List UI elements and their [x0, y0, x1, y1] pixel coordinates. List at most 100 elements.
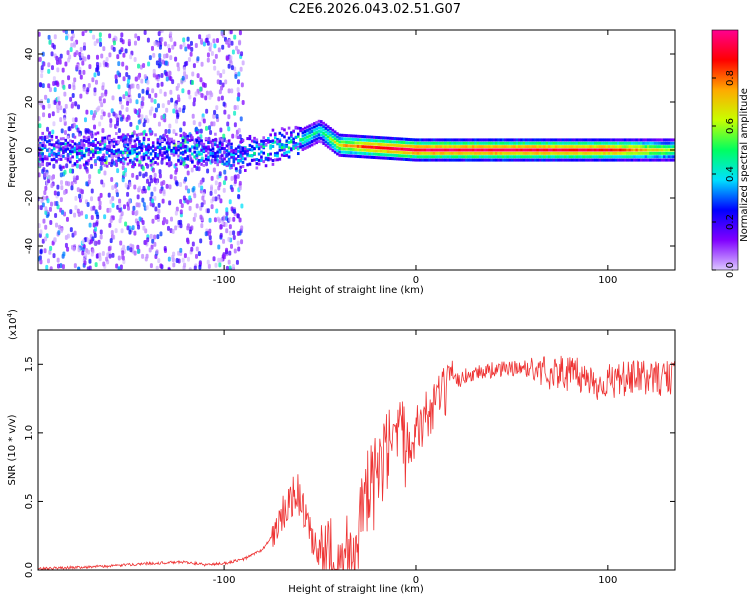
heatmap-cell: [127, 74, 131, 80]
heatmap-cell: [361, 135, 365, 139]
heatmap-cell: [515, 158, 519, 162]
heatmap-cell: [174, 163, 178, 167]
heatmap-cell: [375, 146, 378, 150]
heatmap-cell: [432, 158, 436, 162]
heatmap-cell: [193, 140, 196, 144]
heatmap-cell: [511, 155, 514, 159]
heatmap-cell: [87, 54, 91, 60]
heatmap-cell: [43, 135, 47, 139]
heatmap-cell: [94, 143, 97, 147]
heatmap-cell: [73, 42, 77, 48]
heatmap-cell: [541, 155, 544, 159]
heatmap-cell: [541, 141, 544, 145]
heatmap-cell: [70, 185, 74, 191]
heatmap-cell: [237, 161, 240, 165]
heatmap-cell: [534, 151, 537, 155]
heatmap-cell: [490, 148, 493, 152]
heatmap-cell: [354, 144, 358, 148]
x-tick-label: 0: [413, 275, 419, 286]
heatmap-cell: [617, 151, 620, 155]
heatmap-cell: [524, 155, 528, 159]
heatmap-cell: [614, 148, 618, 152]
heatmap-cell: [504, 141, 507, 145]
heatmap-cell: [97, 239, 101, 245]
heatmap-cell: [234, 174, 238, 180]
heatmap-cell: [444, 158, 447, 162]
heatmap-cell: [287, 146, 291, 150]
heatmap-cell: [183, 253, 187, 259]
heatmap-cell: [230, 142, 233, 146]
heatmap-cell: [653, 151, 657, 155]
heatmap-cell: [547, 148, 551, 152]
heatmap-cell: [225, 160, 229, 164]
heatmap-cell: [160, 181, 164, 187]
heatmap-cell: [386, 156, 390, 160]
heatmap-cell: [91, 248, 95, 254]
heatmap-cell: [135, 125, 139, 131]
heatmap-cell: [465, 141, 468, 145]
heatmap-cell: [363, 135, 367, 139]
heatmap-cell: [93, 110, 97, 116]
heatmap-cell: [591, 158, 595, 162]
heatmap-cell: [151, 238, 155, 244]
heatmap-cell: [651, 145, 655, 149]
heatmap-cell: [232, 149, 236, 153]
heatmap-cell: [77, 247, 81, 253]
colorbar-tick-label: 0.8: [725, 70, 736, 86]
heatmap-cell: [87, 83, 91, 89]
heatmap-cell: [170, 148, 173, 152]
heatmap-cell: [476, 151, 480, 155]
heatmap-cell: [69, 157, 72, 161]
heatmap-cell: [138, 163, 141, 167]
snr-series-line: [38, 355, 675, 570]
heatmap-cell: [315, 120, 318, 124]
heatmap-cell: [147, 156, 150, 160]
heatmap-cell: [290, 138, 293, 142]
heatmap-cell: [99, 229, 103, 235]
heatmap-cell: [375, 135, 378, 139]
heatmap-cell: [84, 214, 88, 220]
heatmap-cell: [232, 235, 236, 241]
heatmap-cell: [343, 144, 346, 148]
heatmap-cell: [94, 145, 97, 149]
heatmap-cell: [333, 140, 337, 144]
heatmap-cell: [301, 141, 305, 145]
heatmap-cell: [60, 128, 64, 134]
heatmap-cell: [165, 155, 169, 159]
heatmap-cell: [177, 219, 181, 225]
heatmap-cell: [155, 249, 159, 255]
heatmap-cell: [225, 139, 229, 143]
heatmap-cell: [640, 155, 643, 159]
heatmap-cell: [326, 128, 330, 132]
heatmap-cell: [85, 147, 88, 151]
heatmap-cell: [589, 138, 592, 142]
heatmap-cell: [432, 138, 436, 142]
heatmap-cell: [536, 145, 540, 149]
heatmap-cell: [458, 155, 461, 159]
heatmap-cell: [612, 151, 616, 155]
heatmap-cell: [118, 198, 122, 204]
heatmap-cell: [80, 141, 84, 145]
heatmap-cell: [642, 158, 645, 162]
heatmap-cell: [520, 145, 523, 149]
heatmap-cell: [154, 161, 157, 165]
heatmap-cell: [102, 98, 106, 104]
heatmap-cell: [248, 137, 252, 141]
heatmap-cell: [428, 151, 431, 155]
heatmap-cell: [82, 143, 86, 147]
heatmap-cell: [669, 158, 673, 162]
heatmap-cell: [96, 141, 100, 145]
heatmap-cell: [483, 151, 487, 155]
x-tick-label: 0: [413, 575, 419, 586]
heatmap-cell: [352, 134, 355, 138]
heatmap-cell: [642, 148, 645, 152]
heatmap-cell: [379, 139, 383, 143]
heatmap-cell: [600, 141, 604, 145]
heatmap-cell: [370, 142, 374, 146]
heatmap-cell: [377, 136, 381, 140]
heatmap-cell: [156, 42, 160, 48]
heatmap-cell: [534, 145, 537, 149]
heatmap-cell: [228, 250, 232, 256]
heatmap-cell: [354, 154, 358, 158]
heatmap-cell: [313, 125, 316, 129]
